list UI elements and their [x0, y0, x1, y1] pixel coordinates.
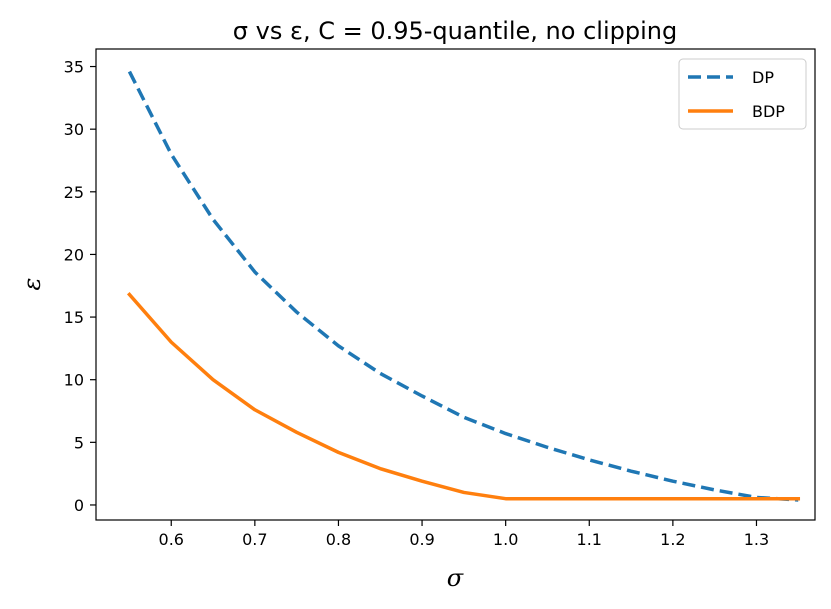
y-axis-title: ε	[18, 278, 46, 291]
y-tick-label: 35	[64, 58, 84, 77]
y-axis: 0 5 10 15 20 25 30 35	[64, 58, 96, 515]
x-tick-label: 0.7	[242, 530, 267, 549]
y-tick-label: 25	[64, 183, 84, 202]
legend-label-dp: DP	[752, 68, 774, 87]
y-tick-label: 0	[74, 496, 84, 515]
chart-title: σ vs ε, C = 0.95-quantile, no clipping	[233, 17, 677, 45]
x-tick-label: 1.3	[744, 530, 769, 549]
x-tick-label: 1.2	[660, 530, 685, 549]
y-tick-label: 10	[64, 371, 84, 390]
series-layer	[126, 70, 801, 502]
y-tick-label: 30	[64, 120, 84, 139]
y-tick-label: 20	[64, 245, 84, 264]
legend-box	[678, 58, 807, 130]
x-tick-label: 0.9	[409, 530, 434, 549]
x-axis-title: σ	[447, 564, 464, 592]
series-line-bdp	[126, 292, 801, 501]
x-tick-label: 1.1	[577, 530, 602, 549]
y-tick-label: 5	[74, 433, 84, 452]
legend-label-bdp: BDP	[752, 102, 785, 121]
x-tick-label: 0.6	[159, 530, 184, 549]
series-line-dp	[127, 70, 799, 502]
x-tick-label: 1.0	[493, 530, 518, 549]
x-axis: 0.6 0.7 0.8 0.9 1.0 1.1 1.2 1.3	[159, 520, 769, 549]
x-tick-label: 0.8	[326, 530, 351, 549]
legend: DP BDP	[678, 58, 807, 130]
y-tick-label: 15	[64, 308, 84, 327]
